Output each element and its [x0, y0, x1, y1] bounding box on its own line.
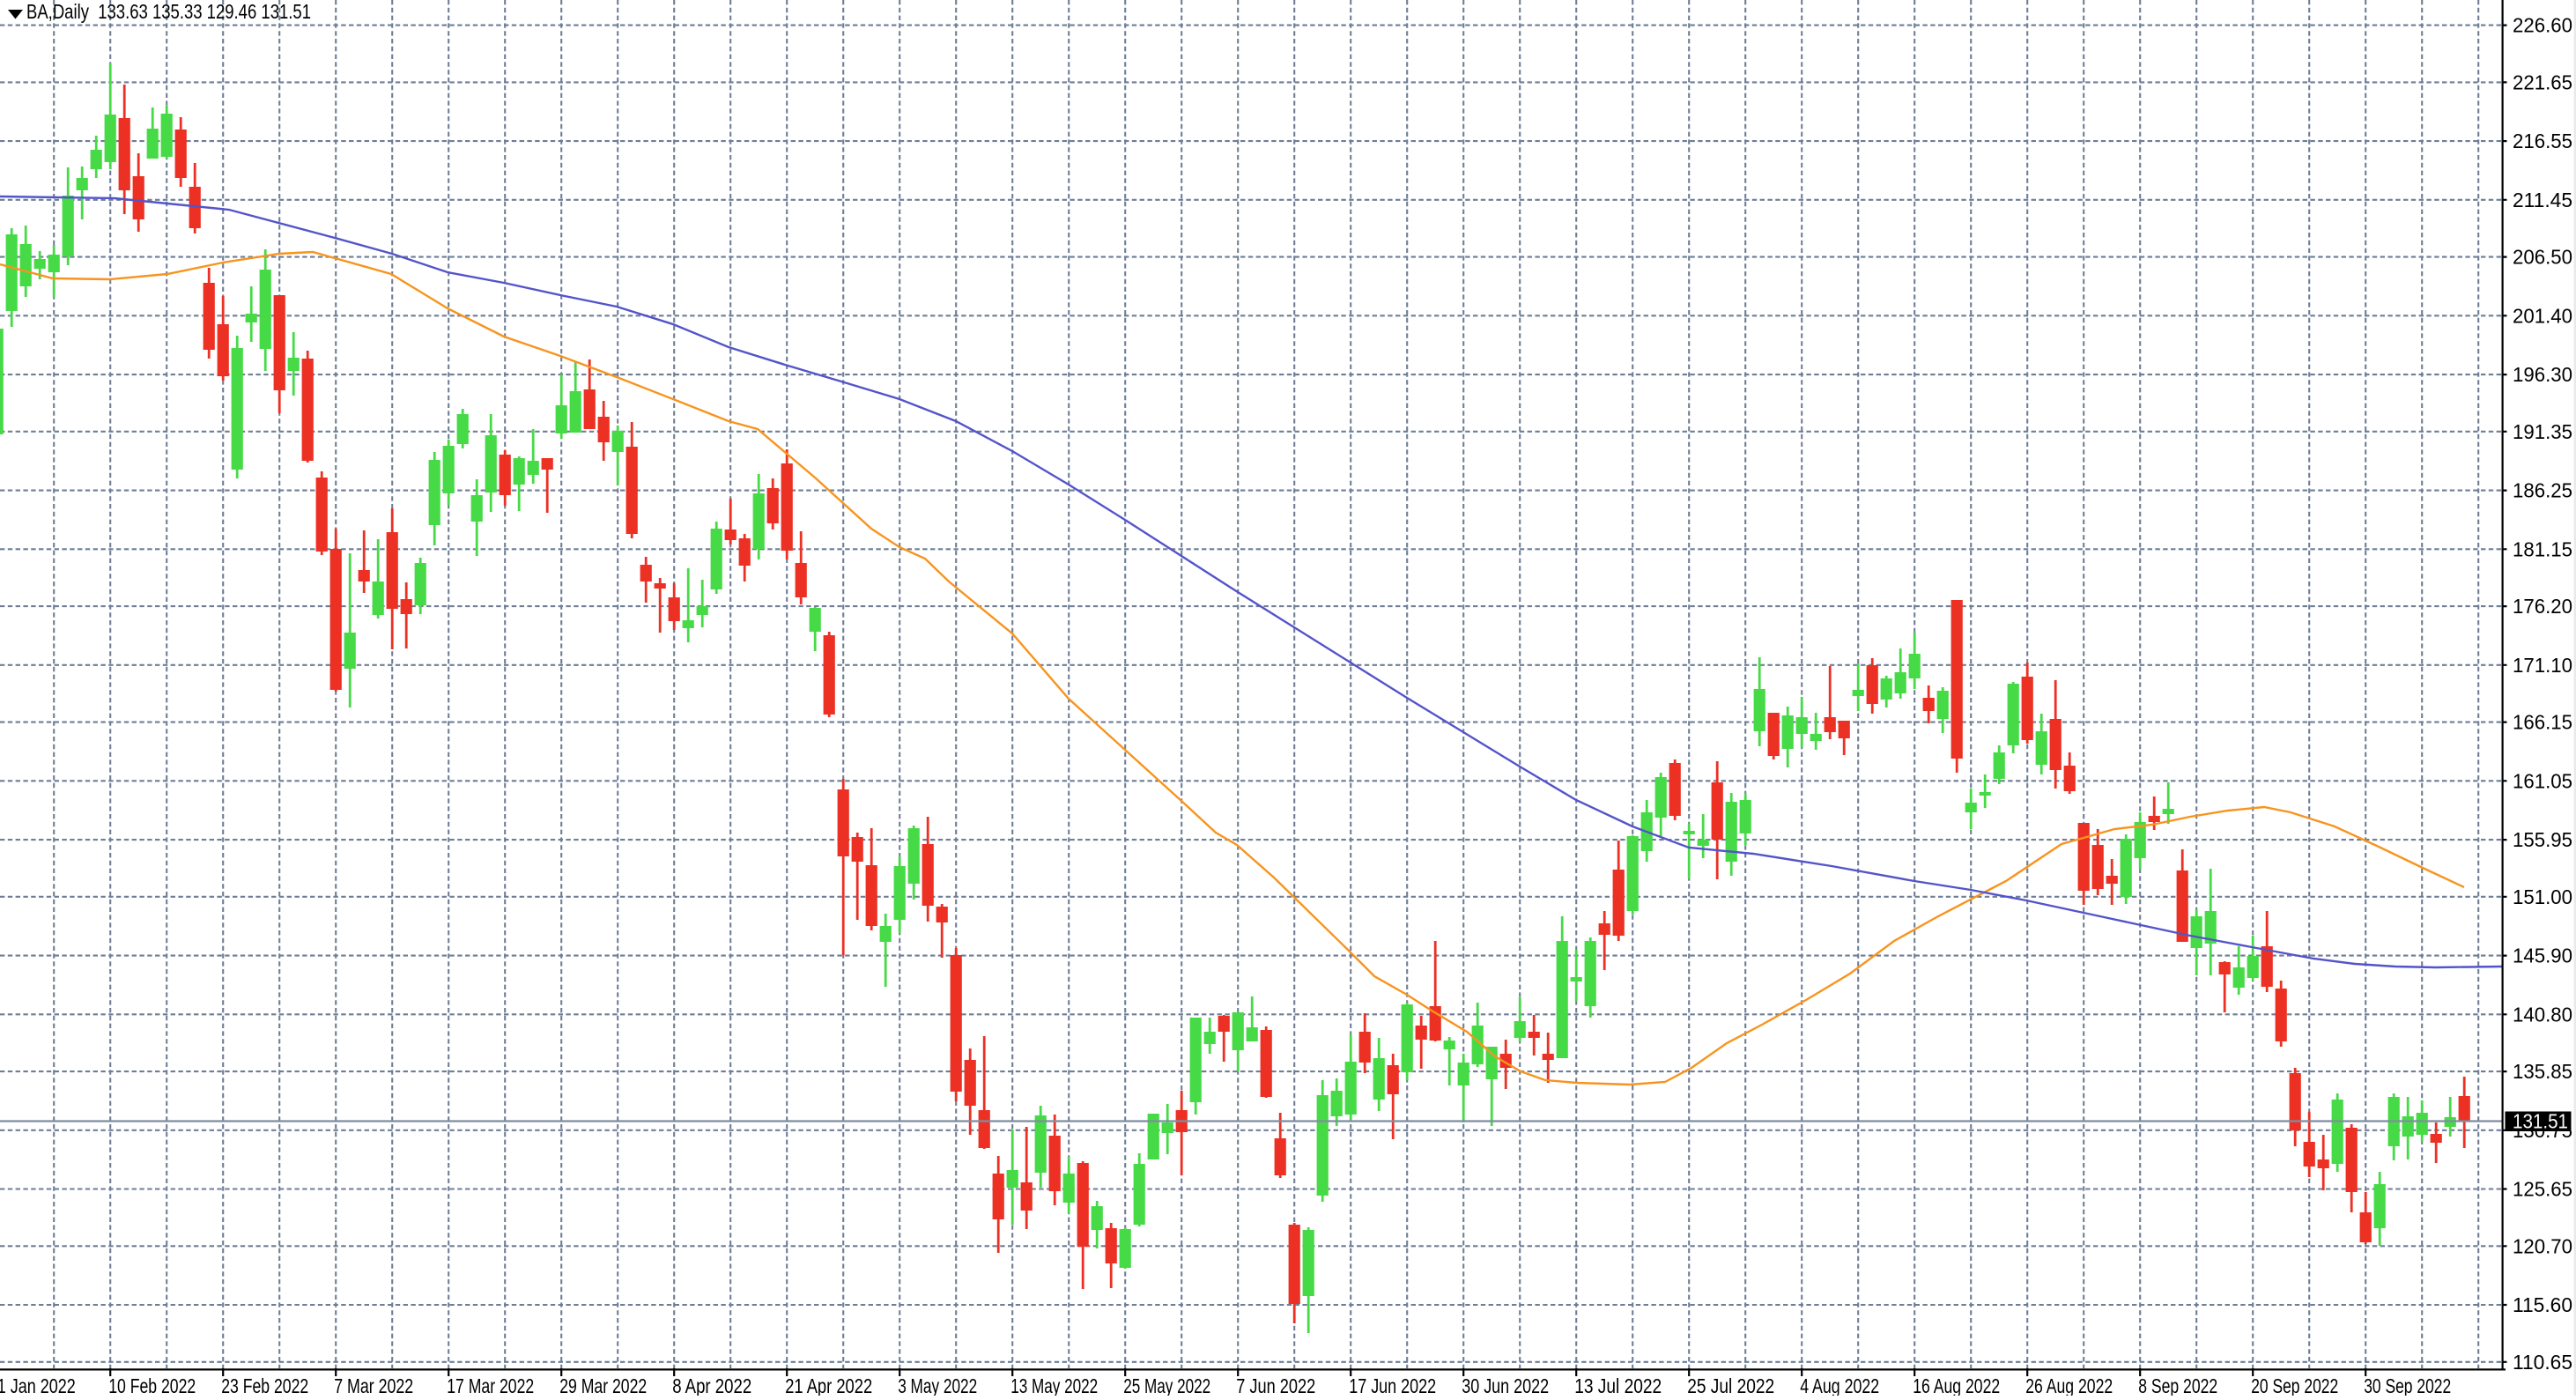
- svg-text:29 Mar 2022: 29 Mar 2022: [559, 1374, 647, 1396]
- svg-text:3 May 2022: 3 May 2022: [898, 1374, 977, 1396]
- svg-text:211.45: 211.45: [2513, 189, 2572, 211]
- svg-text:166.15: 166.15: [2513, 711, 2572, 734]
- svg-text:181.15: 181.15: [2513, 537, 2572, 560]
- svg-text:226.60: 226.60: [2513, 14, 2572, 37]
- svg-text:135.85: 135.85: [2513, 1060, 2572, 1083]
- svg-text:120.70: 120.70: [2513, 1234, 2572, 1257]
- svg-text:30 Sep 2022: 30 Sep 2022: [2364, 1374, 2451, 1396]
- svg-text:7 Mar 2022: 7 Mar 2022: [334, 1374, 413, 1396]
- svg-text:125.65: 125.65: [2513, 1178, 2572, 1201]
- svg-text:25 May 2022: 25 May 2022: [1123, 1374, 1210, 1396]
- svg-text:140.80: 140.80: [2513, 1003, 2572, 1026]
- svg-text:216.55: 216.55: [2513, 130, 2572, 152]
- svg-text:145.90: 145.90: [2513, 944, 2572, 967]
- svg-text:13 May 2022: 13 May 2022: [1010, 1374, 1098, 1396]
- svg-text:26 Aug 2022: 26 Aug 2022: [2025, 1374, 2113, 1396]
- svg-text:17 Jun 2022: 17 Jun 2022: [1349, 1374, 1436, 1396]
- svg-text:21 Apr 2022: 21 Apr 2022: [785, 1374, 872, 1396]
- svg-text:221.65: 221.65: [2513, 70, 2572, 93]
- svg-text:8 Sep 2022: 8 Sep 2022: [2138, 1374, 2217, 1396]
- svg-text:4 Aug 2022: 4 Aug 2022: [1800, 1374, 1879, 1396]
- svg-text:131.51: 131.51: [2513, 1110, 2568, 1133]
- svg-text:151.00: 151.00: [2513, 885, 2572, 908]
- svg-text:206.50: 206.50: [2513, 246, 2572, 269]
- svg-text:115.60: 115.60: [2513, 1293, 2572, 1316]
- svg-text:16 Aug 2022: 16 Aug 2022: [1913, 1374, 2000, 1396]
- svg-text:186.25: 186.25: [2513, 479, 2572, 502]
- svg-text:191.35: 191.35: [2513, 420, 2572, 443]
- svg-text:30 Jun 2022: 30 Jun 2022: [1462, 1374, 1549, 1396]
- svg-text:8 Apr 2022: 8 Apr 2022: [672, 1374, 751, 1396]
- svg-text:155.95: 155.95: [2513, 828, 2572, 851]
- svg-text:BA,Daily 133.63 135.33 129.46: BA,Daily 133.63 135.33 129.46 131.51: [26, 0, 311, 23]
- svg-text:161.05: 161.05: [2513, 769, 2572, 792]
- svg-text:7 Jun 2022: 7 Jun 2022: [1236, 1374, 1315, 1396]
- svg-text:17 Mar 2022: 17 Mar 2022: [447, 1374, 534, 1396]
- svg-text:13 Jul 2022: 13 Jul 2022: [1574, 1374, 1662, 1396]
- svg-text:10 Feb 2022: 10 Feb 2022: [108, 1374, 196, 1396]
- svg-text:110.65: 110.65: [2513, 1351, 2572, 1374]
- svg-text:196.30: 196.30: [2513, 363, 2572, 386]
- svg-text:25 Jul 2022: 25 Jul 2022: [1687, 1374, 1774, 1396]
- svg-text:171.10: 171.10: [2513, 654, 2572, 677]
- svg-text:20 Sep 2022: 20 Sep 2022: [2251, 1374, 2338, 1396]
- svg-text:201.40: 201.40: [2513, 304, 2572, 327]
- svg-text:31 Jan 2022: 31 Jan 2022: [0, 1374, 76, 1396]
- svg-text:23 Feb 2022: 23 Feb 2022: [221, 1374, 308, 1396]
- svg-text:176.20: 176.20: [2513, 595, 2572, 618]
